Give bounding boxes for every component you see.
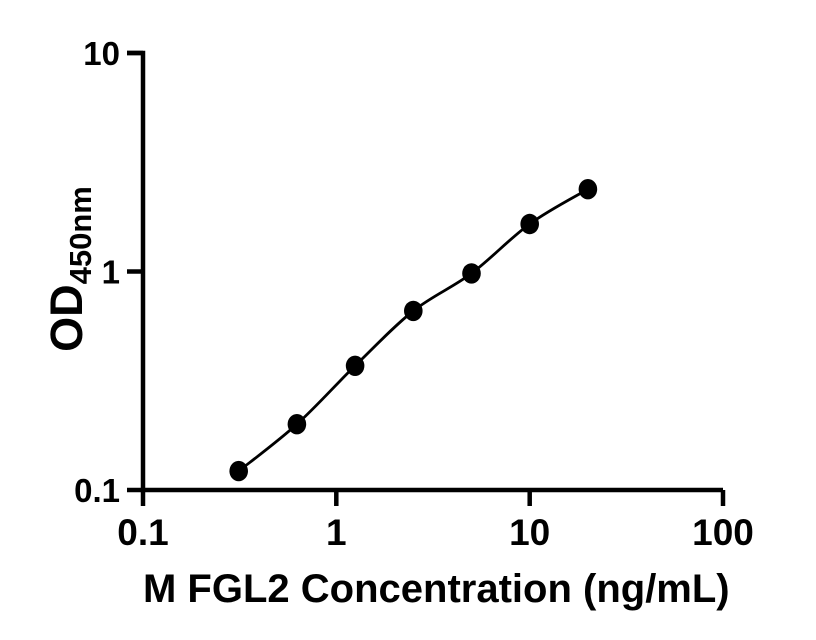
data-point [345,355,365,376]
axis-frame [127,50,723,493]
y-axis-title-main: OD [41,284,92,352]
y-axis-title: OD450nm [41,186,98,352]
x-tick-label: 100 [692,512,754,553]
x-tick-label: 10 [509,512,550,553]
y-tick-label: 1 [102,254,120,291]
data-point [229,460,248,482]
data-point [462,263,481,284]
y-tick-label: 10 [83,35,120,72]
y-axis-title-subscript: 450nm [63,186,98,285]
x-axis-title: M FGL2 Concentration (ng/mL) [143,567,730,611]
x-tick-label: 0.1 [117,512,168,553]
data-point [404,300,423,322]
x-tick-label: 1 [326,512,347,553]
y-tick-label: 0.1 [74,472,120,509]
data-point [520,213,539,235]
data-point [287,414,307,435]
data-point [578,179,598,200]
